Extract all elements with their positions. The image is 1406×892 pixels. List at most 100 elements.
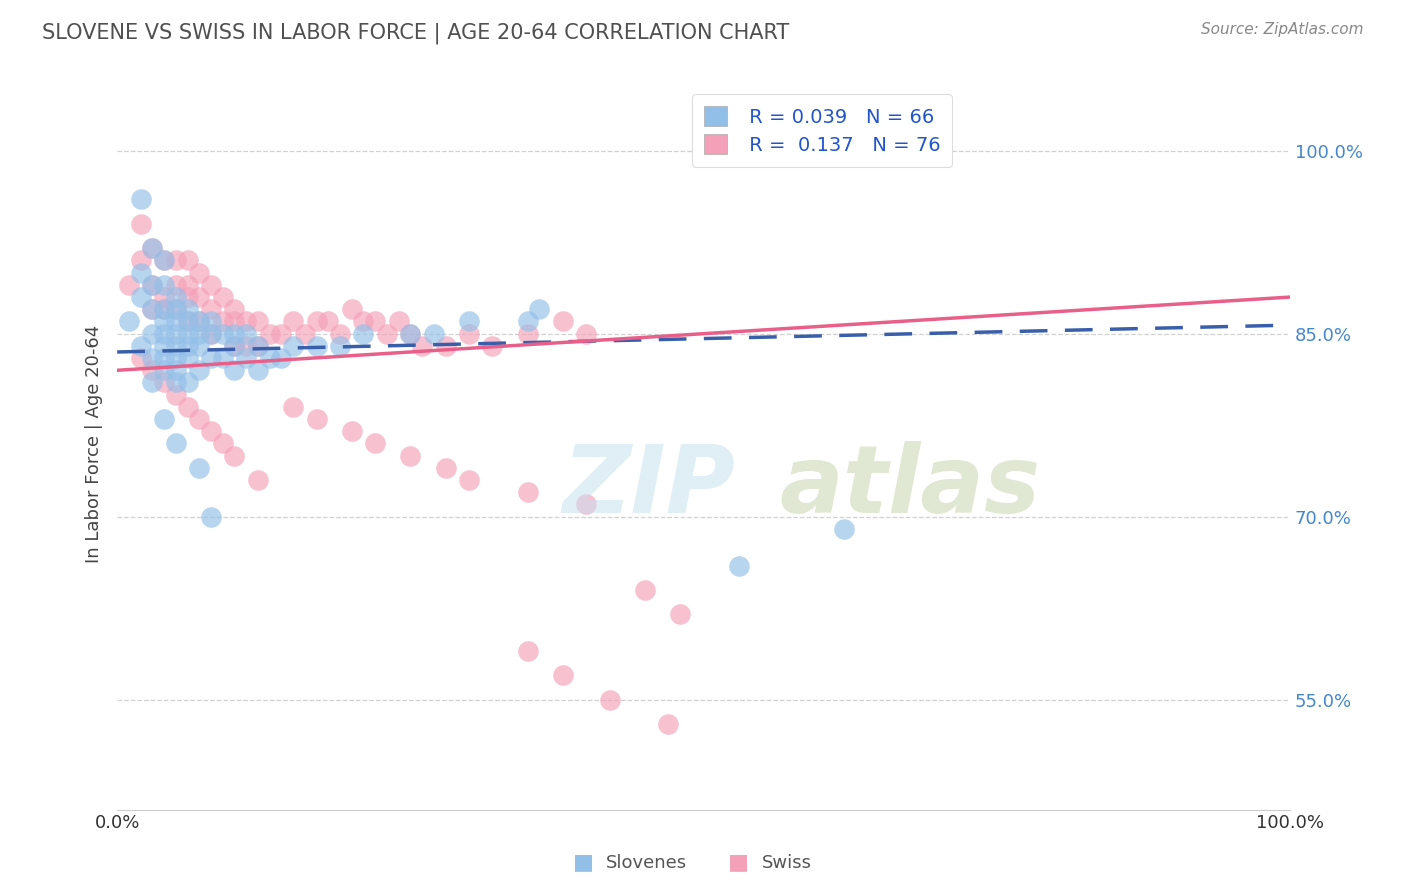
Point <box>153 277 176 292</box>
Text: Swiss: Swiss <box>762 855 813 872</box>
Point <box>188 314 211 328</box>
Y-axis label: In Labor Force | Age 20-64: In Labor Force | Age 20-64 <box>86 325 103 563</box>
Point <box>176 326 198 341</box>
Point <box>153 326 176 341</box>
Point <box>165 314 187 328</box>
Point <box>129 253 152 268</box>
Point <box>516 314 538 328</box>
Point <box>246 339 269 353</box>
Point <box>411 339 433 353</box>
Text: ZIP: ZIP <box>562 442 735 533</box>
Point <box>188 363 211 377</box>
Point <box>211 314 233 328</box>
Point <box>165 326 187 341</box>
Point <box>141 302 163 317</box>
Point <box>399 326 422 341</box>
Point <box>834 522 856 536</box>
Point <box>235 326 257 341</box>
Point <box>246 363 269 377</box>
Text: Source: ZipAtlas.com: Source: ZipAtlas.com <box>1201 22 1364 37</box>
Point <box>165 351 187 365</box>
Point <box>516 326 538 341</box>
Point <box>188 326 211 341</box>
Point <box>340 425 363 439</box>
Point <box>153 363 176 377</box>
Point <box>176 400 198 414</box>
Point <box>235 351 257 365</box>
Point <box>434 461 457 475</box>
Point <box>141 302 163 317</box>
Point <box>224 314 246 328</box>
Point <box>259 326 281 341</box>
Point <box>153 339 176 353</box>
Point <box>165 376 187 390</box>
Point <box>188 461 211 475</box>
Point <box>153 302 176 317</box>
Point <box>188 339 211 353</box>
Point <box>224 339 246 353</box>
Point <box>200 509 222 524</box>
Point <box>141 277 163 292</box>
Point <box>153 314 176 328</box>
Point <box>364 314 387 328</box>
Point <box>176 314 198 328</box>
Point <box>364 436 387 450</box>
Point <box>200 351 222 365</box>
Point <box>329 339 352 353</box>
Point <box>176 253 198 268</box>
Point <box>129 266 152 280</box>
Point <box>305 339 328 353</box>
Point <box>129 193 152 207</box>
Point <box>727 558 749 573</box>
Point <box>200 277 222 292</box>
Point <box>353 326 375 341</box>
Point <box>211 351 233 365</box>
Point <box>211 326 233 341</box>
Point <box>211 290 233 304</box>
Point <box>176 290 198 304</box>
Point <box>165 339 187 353</box>
Point <box>551 314 574 328</box>
Point <box>529 302 551 317</box>
Point <box>200 326 222 341</box>
Point <box>270 351 292 365</box>
Text: Slovenes: Slovenes <box>606 855 688 872</box>
Point <box>246 473 269 487</box>
Point <box>353 314 375 328</box>
Point <box>153 302 176 317</box>
Point <box>153 376 176 390</box>
Point <box>259 351 281 365</box>
Point <box>399 326 422 341</box>
Point <box>165 277 187 292</box>
Point <box>434 339 457 353</box>
Point <box>281 339 304 353</box>
Point <box>165 302 187 317</box>
Point <box>305 314 328 328</box>
Point <box>458 326 481 341</box>
Point <box>129 290 152 304</box>
Point <box>118 277 141 292</box>
Text: ■: ■ <box>574 853 593 872</box>
Point <box>165 363 187 377</box>
Point <box>141 376 163 390</box>
Legend:  R = 0.039   N = 66,  R =  0.137   N = 76: R = 0.039 N = 66, R = 0.137 N = 76 <box>692 95 952 167</box>
Point <box>399 449 422 463</box>
Point <box>329 326 352 341</box>
Point <box>200 314 222 328</box>
Point <box>458 473 481 487</box>
Point <box>516 644 538 658</box>
Point <box>141 326 163 341</box>
Point <box>129 351 152 365</box>
Point <box>141 241 163 255</box>
Point <box>165 302 187 317</box>
Point <box>516 485 538 500</box>
Point <box>224 339 246 353</box>
Point <box>153 253 176 268</box>
Point <box>294 326 316 341</box>
Point <box>551 668 574 682</box>
Point <box>657 717 679 731</box>
Point <box>176 376 198 390</box>
Text: SLOVENE VS SWISS IN LABOR FORCE | AGE 20-64 CORRELATION CHART: SLOVENE VS SWISS IN LABOR FORCE | AGE 20… <box>42 22 789 44</box>
Point <box>200 326 222 341</box>
Point <box>188 412 211 426</box>
